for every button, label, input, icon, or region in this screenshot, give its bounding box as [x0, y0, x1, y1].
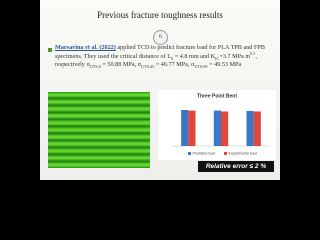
text-run: applied TCD to predict fracture load for… [55, 44, 265, 60]
legend-swatch [188, 152, 191, 155]
text-run: UTS,0 [89, 64, 101, 70]
text-run: = 49.53 MPa [207, 61, 242, 69]
slide-title: Previous fracture toughness results [97, 10, 223, 20]
text-run: , respectively σ [55, 52, 257, 69]
text-run: Marsavina et al. (2022) [55, 44, 116, 51]
text-run: =3.7 MPa m [219, 52, 251, 60]
text-run: = 4.8 mm and K [173, 52, 216, 60]
bar [253, 111, 261, 146]
bar [188, 110, 196, 146]
chart: Three Point Bent Predicted load Experimen… [158, 90, 276, 160]
text-run: = 50.88 MPa, σ [100, 61, 142, 69]
text-run: 0 [171, 55, 174, 61]
legend-label: Predicted load [193, 152, 215, 156]
bar [213, 110, 221, 146]
text-run: 0.5 [250, 50, 256, 56]
chart-title: Three Point Bent [197, 93, 237, 99]
specimen-image [48, 92, 150, 168]
page-number: 6 [153, 30, 168, 45]
slide: Previous fracture toughness results 6 Ma… [40, 0, 280, 180]
relative-error: Relative error ≤ 2 % [198, 161, 274, 172]
legend-swatch [224, 152, 227, 155]
bar [181, 110, 189, 146]
legend-label: Experimental load [229, 152, 257, 156]
text-run: UTS,90 [194, 64, 208, 70]
bullet [48, 48, 52, 52]
text-run: UTS,45 [141, 64, 155, 70]
page: {"slide": {"title": "Previous fracture t… [40, 0, 280, 180]
text-run: IC [215, 55, 220, 61]
text-run: = 46.77 MPa, σ [154, 61, 195, 69]
paragraph: Marsavina et al. (2022) applied TCD to p… [55, 44, 277, 70]
bar [246, 110, 254, 146]
bar [221, 111, 229, 146]
